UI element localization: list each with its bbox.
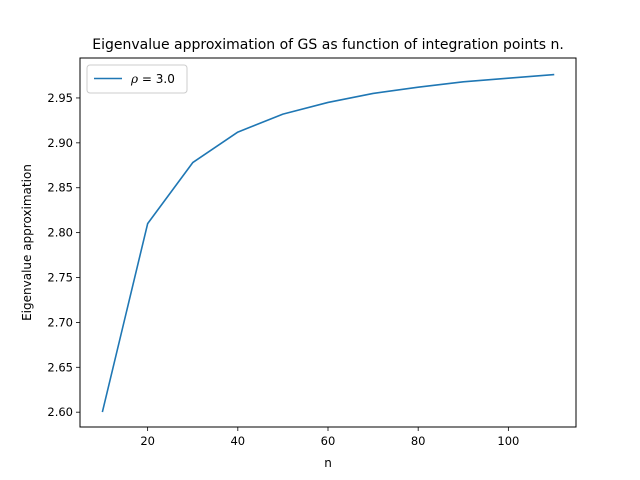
x-tick-label: 100 [497,434,519,448]
series-line [101,73,555,413]
y-tick-label: 2.70 [47,315,73,329]
x-tick-label: 40 [230,434,245,448]
legend-entry-symbol: ρ [130,72,138,86]
legend: ρ = 3.0 [86,64,188,94]
legend-entry: ρ = 3.0 [130,72,175,86]
series-group [101,73,555,413]
x-axis-label: n [324,456,332,470]
y-tick-label: 2.60 [47,405,73,419]
y-axis: 2.60 2.65 2.70 2.75 2.80 2.85 2.90 2.95 [47,91,80,419]
y-tick-label: 2.75 [47,271,73,285]
x-axis: 20 40 60 80 100 [140,427,519,448]
chart-title: Eigenvalue approximation of GS as functi… [92,37,564,53]
y-tick-label: 2.80 [47,226,73,240]
x-tick-label: 20 [140,434,155,448]
y-tick-label: 2.85 [47,181,73,195]
x-tick-label: 60 [321,434,336,448]
plot-area [79,57,577,428]
legend-entry-value: = 3.0 [138,72,175,86]
legend-box [86,64,188,94]
y-tick-label: 2.90 [47,136,73,150]
plot-frame [79,57,577,428]
y-tick-label: 2.95 [47,91,73,105]
x-tick-label: 80 [411,434,426,448]
y-axis-label: Eigenvalue approximation [20,164,34,321]
y-tick-label: 2.65 [47,360,73,374]
